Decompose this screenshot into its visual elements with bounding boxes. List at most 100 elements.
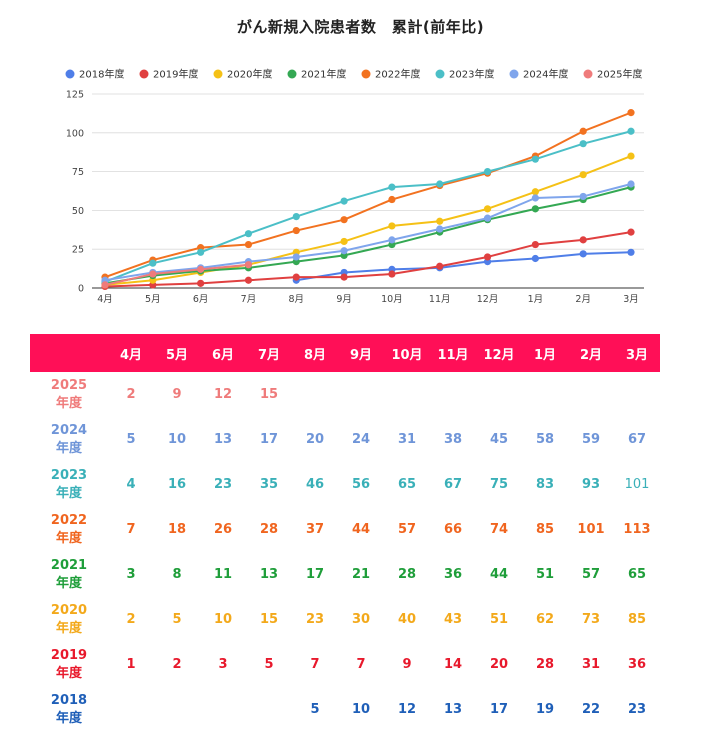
table-cell: 36 [443, 567, 463, 582]
row-label-suffix: 年度 [55, 710, 82, 726]
table-cell: 15 [259, 387, 279, 402]
table-cell: 51 [489, 612, 509, 627]
table-month-header: 12月 [476, 334, 522, 372]
table-cell: 101 [624, 477, 650, 492]
table-cell: 7 [126, 522, 136, 537]
table-cell: 5 [264, 657, 274, 672]
data-point [292, 226, 300, 235]
table-row-label: 2020 年度 [30, 597, 108, 642]
table-row-label: 2018 年度 [30, 687, 108, 732]
table-row: 2021 年度 3 8 11 13 17 21 28 36 44 51 57 65 [30, 552, 660, 597]
table-cell: 101 [577, 522, 605, 537]
table-cell: 15 [259, 612, 279, 627]
data-point [292, 253, 300, 261]
data-point [627, 228, 635, 236]
table-month-header: 9月 [338, 334, 384, 372]
table-cell: 3 [218, 657, 228, 672]
y-tick-label: 75 [72, 167, 84, 178]
table-cell [384, 372, 430, 417]
table-cell [338, 372, 384, 417]
table-cell: 35 [259, 477, 279, 492]
table-cell: 20 [305, 432, 325, 447]
table-cell: 83 [535, 477, 555, 492]
table-cell: 57 [581, 567, 601, 582]
series-2023年度 [101, 127, 635, 286]
series-line [104, 231, 632, 288]
data-point [388, 236, 396, 244]
row-label-suffix: 年度 [55, 665, 82, 681]
series-line [104, 183, 632, 282]
data-point [483, 253, 492, 261]
x-tick-label: 11月 [429, 294, 451, 305]
data-point [244, 240, 253, 249]
data-point [579, 236, 587, 244]
data-point [579, 250, 587, 258]
data-point [531, 194, 539, 202]
table-cell: 13 [259, 567, 279, 582]
table-cell: 23 [213, 477, 233, 492]
x-tick-label: 2月 [575, 294, 591, 305]
table-cell: 16 [167, 477, 187, 492]
table-cell: 65 [627, 567, 647, 582]
table-cell: 23 [627, 702, 647, 717]
data-point [340, 197, 348, 205]
table-body: 2025 年度 2 9 12 15 2024 年度 5 10 13 17 20 24 31 38 45 58 59 6… [30, 372, 660, 732]
table-month-header: 5月 [154, 334, 200, 372]
table-cell: 65 [397, 477, 417, 492]
legend-label: 2020年度 [227, 68, 272, 81]
table-cell: 18 [167, 522, 187, 537]
table-cell: 13 [213, 432, 233, 447]
data-point [388, 222, 396, 230]
table-cell: 57 [397, 522, 417, 537]
series-2025年度 [101, 261, 253, 289]
row-label-year: 2020 [50, 602, 88, 618]
data-point [340, 237, 348, 246]
data-point [197, 279, 205, 287]
table-cell [246, 687, 292, 732]
data-point [388, 270, 396, 278]
table-row: 2022 年度 7 18 26 28 37 44 57 66 74 85 101 113 [30, 507, 660, 552]
x-tick-label: 9月 [336, 294, 352, 305]
legend-label: 2021年度 [301, 68, 346, 81]
table-cell: 8 [172, 567, 182, 582]
table-cell: 14 [443, 657, 463, 672]
table-cell: 30 [351, 612, 371, 627]
chart-title: がん新規入院患者数 累計(前年比) [236, 18, 485, 36]
data-point [101, 281, 109, 289]
table-month-header: 2月 [568, 334, 614, 372]
data-point [436, 225, 444, 233]
legend-label: 2022年度 [375, 68, 420, 81]
data-point [340, 216, 348, 224]
table-cell: 38 [443, 432, 463, 447]
table-cell: 67 [627, 432, 647, 447]
y-tick-label: 50 [72, 206, 84, 217]
data-point [340, 247, 348, 255]
data-point [531, 188, 539, 196]
legend-marker [583, 69, 593, 79]
x-tick-label: 10月 [381, 294, 403, 305]
table-cell: 85 [627, 612, 647, 627]
x-axis: 4月 5月 6月 7月 8月 9月 10月 11月 12月 1月 2月 3月 [97, 294, 639, 305]
series-line [104, 155, 632, 286]
row-label-suffix: 年度 [55, 440, 82, 456]
series-line [104, 186, 632, 285]
x-tick-label: 1月 [528, 294, 544, 305]
table-cell: 67 [443, 477, 463, 492]
x-tick-label: 3月 [623, 294, 639, 305]
data-point [197, 248, 205, 256]
data-point [149, 259, 157, 267]
data-point [579, 192, 587, 201]
data-point [340, 273, 348, 281]
y-tick-label: 25 [72, 245, 84, 256]
data-point [531, 240, 539, 249]
table-cell [292, 372, 338, 417]
line-chart: 2018年度 2019年度 2020年度 2021年度 2022年度 2023年度 2024… [65, 68, 644, 305]
data-point [244, 261, 253, 269]
table-cell: 5 [310, 702, 320, 717]
series-line [104, 263, 249, 286]
x-tick-label: 12月 [477, 294, 499, 305]
x-tick-label: 4月 [97, 294, 113, 305]
table-cell: 31 [397, 432, 417, 447]
row-label-year: 2022 [50, 512, 88, 528]
table-cell: 36 [627, 657, 647, 672]
